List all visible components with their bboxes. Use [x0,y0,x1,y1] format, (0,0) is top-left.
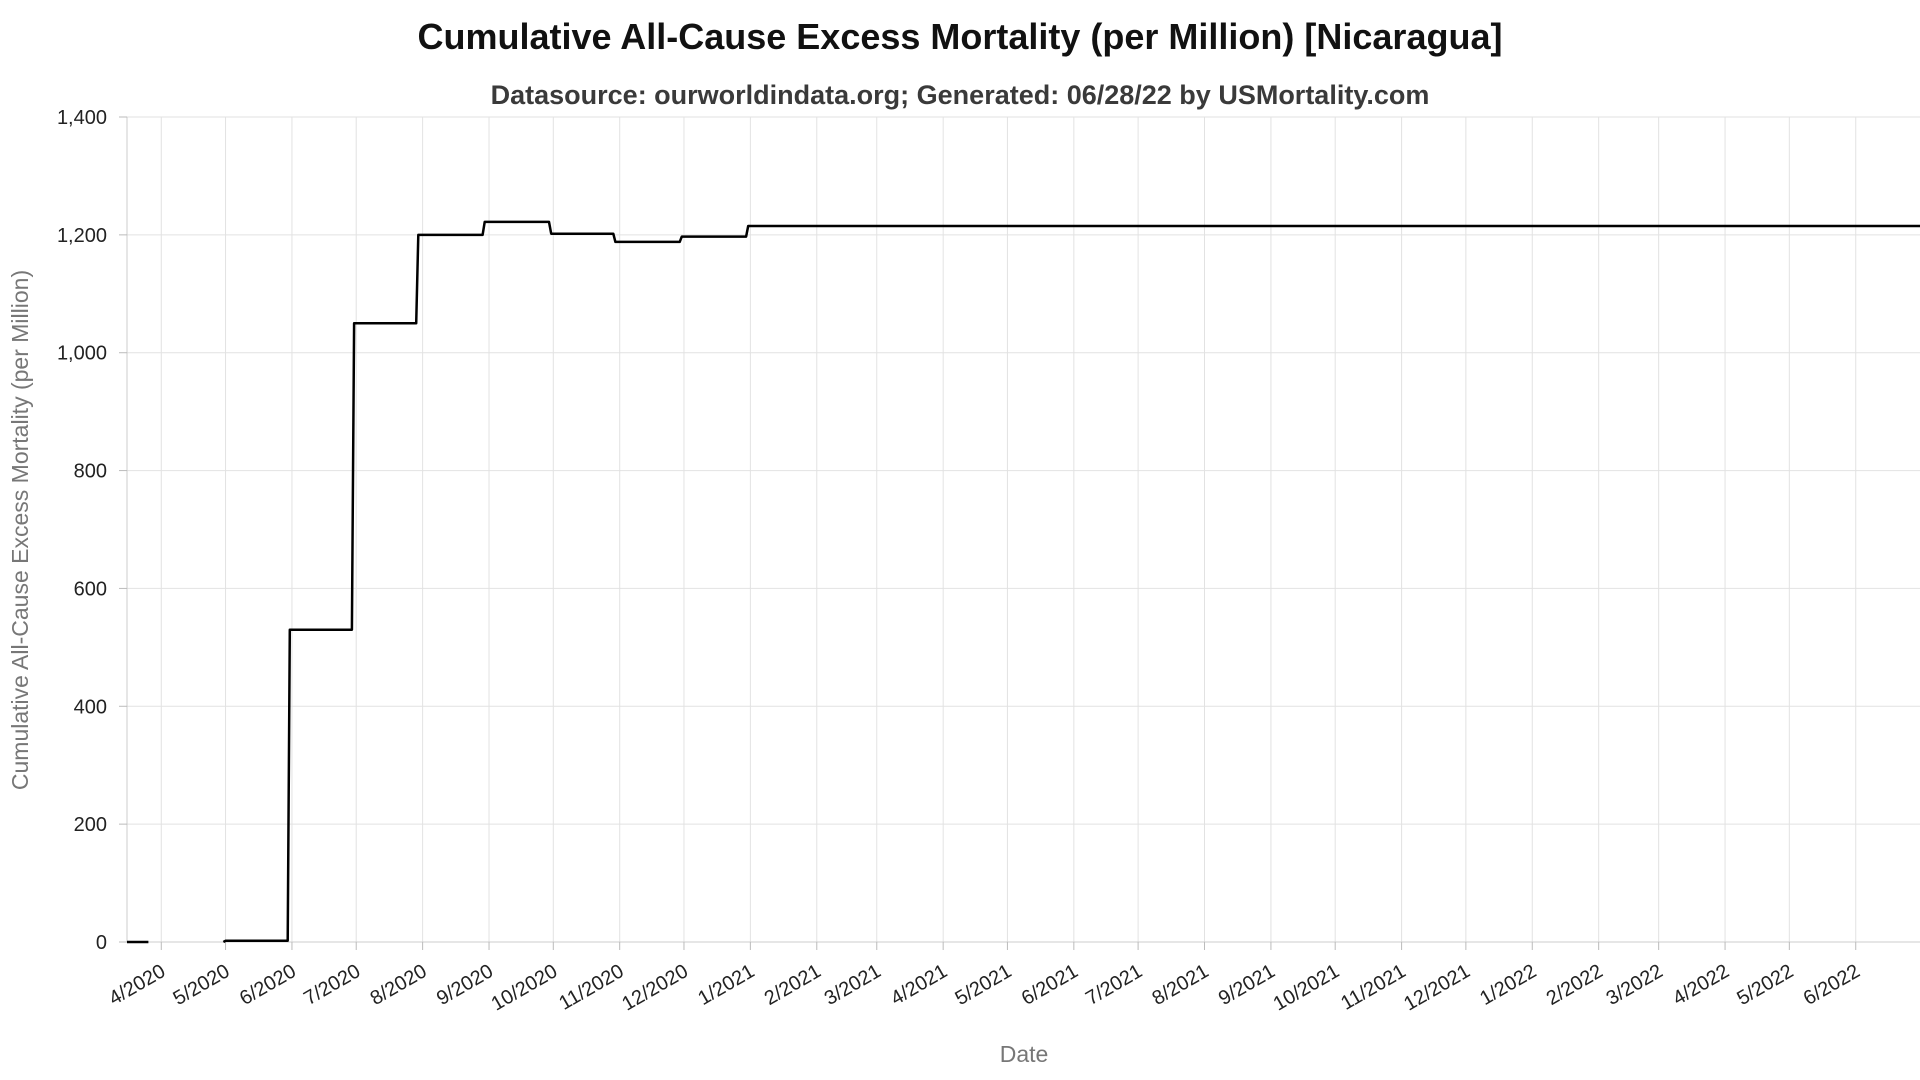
y-tick-label: 200 [74,814,107,836]
x-tick-label: 1/2022 [1476,960,1540,1010]
x-tick-label: 11/2021 [1337,960,1409,1014]
x-tick-label: 8/2020 [367,960,431,1010]
x-tick-label: 9/2020 [433,960,497,1010]
y-axis-label: Cumulative All-Cause Excess Mortality (p… [7,270,33,790]
x-tick-label: 6/2021 [1018,960,1082,1010]
x-axis-ticks: 4/2020 5/2020 6/2020 7/2020 8/2020 9/202010/2… [105,942,1864,1015]
x-tick-label: 5/2021 [951,960,1015,1010]
x-tick-label: 7/2020 [300,960,364,1010]
gridlines [127,116,1920,942]
x-tick-label: 10/2021 [1270,960,1344,1015]
y-tick-label: 1,200 [57,225,107,247]
x-tick-label: 6/2022 [1800,960,1864,1010]
chart-subtitle: Datasource: ourworldindata.org; Generate… [490,80,1430,110]
series-line [222,220,1920,944]
x-tick-label: 4/2022 [1669,960,1733,1010]
series-group [127,220,1920,944]
x-tick-label: 4/2021 [887,960,951,1010]
y-tick-label: 600 [74,578,107,600]
x-axis-label: Date [1000,1041,1049,1067]
y-tick-label: 1,400 [57,107,107,129]
x-tick-label: 5/2022 [1733,960,1797,1010]
axes [126,117,1920,943]
x-tick-label: 12/2021 [1400,960,1474,1015]
x-tick-label: 10/2020 [488,960,562,1015]
x-tick-label: 2/2022 [1543,960,1607,1010]
x-tick-label: 7/2021 [1082,960,1146,1010]
x-tick-label: 2/2021 [761,960,825,1010]
y-tick-label: 400 [74,696,107,718]
chart-title: Cumulative All-Cause Excess Mortality (p… [417,16,1503,57]
x-tick-label: 4/2020 [105,960,169,1010]
x-tick-label: 11/2020 [555,960,627,1014]
x-tick-label: 8/2021 [1149,960,1213,1010]
x-tick-label: 3/2021 [821,960,885,1010]
y-tick-label: 1,000 [57,343,107,365]
y-tick-label: 800 [74,461,107,483]
y-tick-label: 0 [96,932,107,954]
y-axis-ticks: 0 200 400 600 800 1,000 1,200 1,400 [57,107,127,954]
x-tick-label: 1/2021 [694,960,758,1010]
x-tick-label: 6/2020 [236,960,300,1010]
x-tick-label: 3/2022 [1603,960,1667,1010]
x-tick-label: 5/2020 [170,960,234,1010]
x-tick-label: 9/2021 [1215,960,1279,1010]
x-tick-label: 12/2020 [618,960,692,1015]
